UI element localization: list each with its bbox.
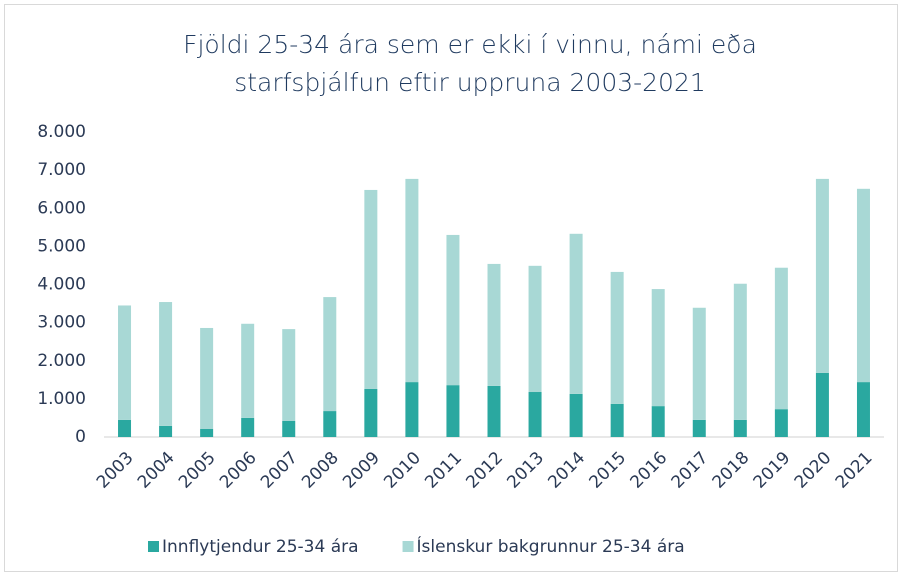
legend-label: Íslenskur bakgrunnur 25-34 ára	[417, 535, 685, 557]
bar-segment	[569, 233, 583, 394]
bar-segment	[610, 271, 624, 404]
bar-segment	[159, 425, 173, 437]
y-tick-label: 2.000	[37, 351, 86, 371]
bar-segment	[487, 385, 501, 437]
x-tick-label: 2012	[462, 448, 507, 493]
legend-label: Innflytjendur 25-34 ára	[162, 537, 359, 557]
x-tick-label: 2006	[216, 448, 261, 493]
y-tick-label: 3.000	[37, 313, 86, 333]
bar-segment	[405, 382, 419, 437]
x-tick-label: 2011	[421, 448, 466, 493]
bar-segment	[446, 234, 460, 386]
x-tick-label: 2008	[298, 448, 343, 493]
bar-segment	[200, 428, 214, 437]
bar-segment	[241, 323, 255, 418]
chart-frame	[4, 4, 898, 572]
bar-segment	[856, 382, 870, 437]
bar-segment	[651, 289, 665, 407]
y-tick-label: 0	[75, 427, 86, 447]
bar-segment	[405, 178, 419, 383]
x-tick-label: 2015	[585, 448, 630, 493]
bar-segment	[733, 419, 747, 437]
x-tick-label: 2004	[134, 448, 179, 493]
bar-segment	[323, 411, 337, 437]
x-tick-label: 2017	[668, 448, 713, 493]
bar-segment	[610, 403, 624, 437]
bar-segment	[159, 302, 173, 426]
bar-segment	[446, 385, 460, 437]
x-tick-label: 2003	[93, 448, 138, 493]
y-tick-label: 6.000	[37, 198, 86, 218]
x-tick-label: 2013	[503, 448, 548, 493]
bar-segment	[323, 297, 337, 412]
bar-segment	[364, 189, 378, 389]
bar-segment	[364, 388, 378, 437]
bar-segment	[692, 307, 706, 420]
x-tick-label: 2018	[709, 448, 754, 493]
bar-segment	[528, 265, 542, 393]
y-tick-label: 4.000	[37, 275, 86, 295]
y-tick-label: 5.000	[37, 236, 86, 256]
bar-segment	[487, 263, 501, 386]
bar-segment	[815, 178, 829, 373]
x-tick-label: 2020	[791, 448, 836, 493]
legend-swatch	[148, 541, 159, 552]
bar-segment	[200, 327, 214, 429]
bar-segment	[241, 417, 255, 437]
bar-segment	[282, 420, 296, 437]
y-tick-label: 8.000	[37, 122, 86, 142]
x-tick-label: 2014	[544, 448, 589, 493]
legend-swatch	[402, 541, 414, 552]
bar-segment	[651, 406, 665, 437]
x-tick-label: 2009	[339, 448, 384, 493]
bar-segment	[815, 372, 829, 437]
bar-segment	[118, 305, 132, 420]
y-tick-label: 7.000	[37, 160, 86, 180]
bar-segment	[118, 419, 132, 437]
x-tick-label: 2019	[750, 448, 795, 493]
x-tick-label: 2007	[257, 448, 302, 493]
bar-segment	[569, 393, 583, 437]
x-tick-label: 2016	[627, 448, 672, 493]
x-tick-label: 2005	[175, 448, 220, 493]
bar-segment	[774, 267, 788, 410]
bar-segment	[528, 392, 542, 437]
bar-segment	[282, 329, 296, 421]
y-tick-label: 1.000	[37, 389, 86, 409]
bar-segment	[733, 283, 747, 420]
bar-segment	[856, 188, 870, 383]
chart-title: Fjöldi 25-34 ára sem er ekki í vinnu, ná…	[183, 30, 757, 97]
x-tick-label: 2010	[380, 448, 425, 493]
bar-segment	[774, 409, 788, 437]
x-tick-label: 2021	[832, 448, 877, 493]
bar-segment	[692, 419, 706, 437]
